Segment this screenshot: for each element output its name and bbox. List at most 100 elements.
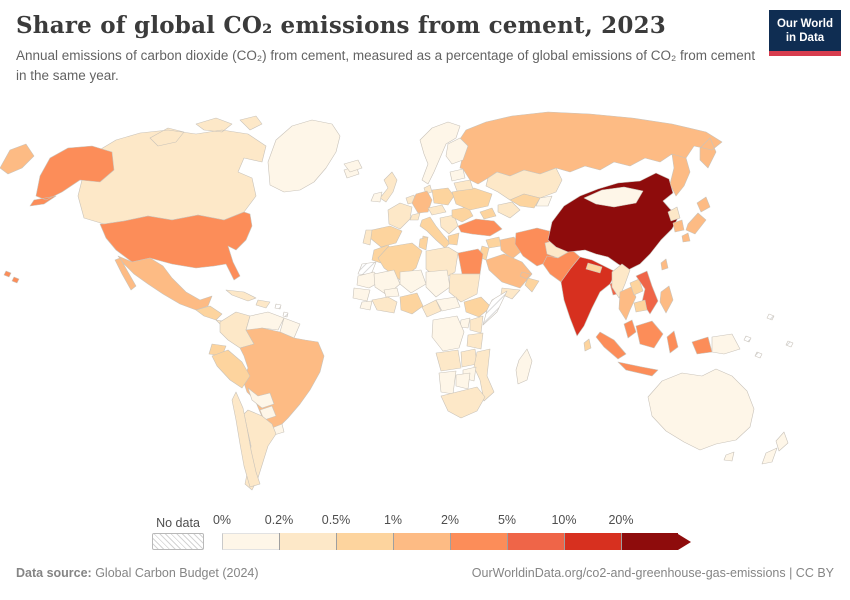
country-peru[interactable] — [211, 349, 251, 389]
country-west-africa[interactable] — [352, 287, 373, 311]
country-united-kingdom[interactable] — [379, 171, 398, 203]
country-egypt[interactable] — [457, 248, 484, 275]
country-finland[interactable] — [445, 137, 469, 165]
country-indonesia[interactable] — [595, 320, 713, 377]
country-mexico[interactable] — [114, 255, 213, 311]
country-switzerland[interactable] — [409, 212, 421, 221]
country-canada[interactable] — [77, 115, 267, 225]
country-saudi-arabia[interactable] — [485, 253, 533, 289]
country-cambodia[interactable] — [633, 299, 648, 313]
country-venezuela[interactable] — [245, 311, 285, 331]
country-namibia[interactable] — [438, 370, 457, 395]
country-chad[interactable] — [425, 269, 451, 298]
country-balkans[interactable] — [439, 214, 459, 235]
legend-bin-0-0.2%[interactable] — [222, 533, 279, 550]
country-sri-lanka[interactable] — [583, 338, 592, 352]
country-india[interactable] — [560, 256, 617, 337]
country-central-african-republic[interactable] — [435, 296, 461, 312]
country-papua-new-guinea[interactable] — [711, 333, 741, 355]
country-ethiopia[interactable] — [463, 296, 492, 318]
legend-bin-1-2%[interactable] — [393, 533, 450, 550]
country-philippines[interactable] — [659, 285, 674, 314]
country-madagascar[interactable] — [515, 348, 533, 385]
country-baltic-states[interactable] — [449, 168, 466, 182]
country-tunisia[interactable] — [418, 236, 429, 251]
legend-tick-20%: 20% — [608, 513, 634, 527]
country-sudan[interactable] — [448, 273, 481, 303]
country-yemen[interactable] — [500, 287, 521, 300]
country-france[interactable] — [387, 202, 413, 230]
country-tanzania[interactable] — [466, 332, 484, 350]
country-north-korea[interactable] — [667, 206, 681, 222]
country-united-states[interactable] — [3, 145, 253, 284]
legend-bin-2-5%[interactable] — [450, 533, 507, 550]
legend-bin-0.5-1%[interactable] — [336, 533, 393, 550]
country-poland[interactable] — [431, 187, 455, 206]
country-turkmenistan[interactable] — [497, 201, 521, 219]
country-bolivia[interactable] — [247, 387, 275, 409]
country-ireland[interactable] — [370, 191, 383, 203]
country-australia[interactable] — [647, 368, 755, 462]
country-taiwan[interactable] — [660, 258, 669, 271]
country-uae[interactable] — [519, 271, 531, 280]
country-burkina-faso[interactable] — [383, 287, 400, 298]
country-vietnam[interactable] — [635, 270, 659, 315]
country-ghana-ivory-coast[interactable] — [371, 296, 398, 314]
country-greece[interactable] — [447, 232, 460, 246]
country-austria-czechia[interactable] — [427, 204, 447, 216]
owid-logo[interactable]: Our World in Data — [769, 10, 841, 56]
country-pacific-islands[interactable] — [743, 313, 794, 359]
legend-no-data-swatch[interactable] — [152, 533, 204, 550]
country-new-zealand[interactable] — [761, 431, 789, 465]
footer-link[interactable]: OurWorldinData.org/co2-and-greenhouse-ga… — [471, 566, 834, 580]
country-guatemala[interactable] — [195, 305, 223, 321]
country-myanmar[interactable] — [611, 263, 631, 299]
country-japan[interactable] — [681, 196, 711, 243]
data-source-value: Global Carbon Budget (2024) — [91, 566, 259, 580]
country-portugal[interactable] — [362, 229, 373, 246]
country-dr-congo[interactable] — [431, 315, 465, 352]
country-iceland[interactable] — [343, 159, 363, 173]
chart-header: Share of global CO₂ emissions from cemen… — [16, 12, 758, 85]
country-greenland[interactable] — [267, 119, 360, 193]
country-malaysia[interactable] — [623, 319, 637, 339]
legend-bin-10-20%[interactable] — [564, 533, 621, 550]
country-kenya[interactable] — [469, 315, 484, 334]
country-caucasus[interactable] — [479, 207, 497, 220]
country-somalia[interactable] — [482, 290, 508, 326]
country-niger[interactable] — [399, 269, 427, 294]
country-caribbean[interactable] — [274, 303, 289, 318]
country-nigeria[interactable] — [399, 292, 424, 315]
country-south-africa[interactable] — [440, 386, 486, 419]
country-ukraine[interactable] — [451, 187, 493, 211]
country-oman[interactable] — [524, 277, 540, 293]
country-norway-sweden[interactable] — [419, 121, 461, 185]
legend-bin-0.2-0.5%[interactable] — [279, 533, 336, 550]
map-legend: No data 0% 0.2% 0.5% 1% 2% 5% 10% 20% — [152, 513, 691, 550]
country-botswana[interactable] — [455, 372, 471, 390]
legend-bin-20%+[interactable] — [621, 533, 678, 550]
country-laos[interactable] — [629, 278, 644, 296]
country-cuba[interactable] — [225, 289, 257, 302]
country-chile[interactable] — [231, 391, 261, 488]
country-kyrgyzstan[interactable] — [535, 195, 553, 207]
country-thailand[interactable] — [618, 286, 637, 321]
country-angola[interactable] — [435, 349, 462, 372]
country-belarus[interactable] — [453, 179, 474, 192]
legend-bins — [222, 533, 678, 550]
country-cameroon[interactable] — [421, 299, 442, 318]
country-turkey[interactable] — [457, 218, 503, 237]
legend-no-data[interactable]: No data — [152, 516, 204, 550]
country-nepal[interactable] — [585, 262, 603, 274]
country-uzbekistan[interactable] — [509, 193, 541, 209]
legend-bin-5-10%[interactable] — [507, 533, 564, 550]
country-south-korea[interactable] — [672, 219, 685, 233]
country-syria[interactable] — [485, 236, 502, 249]
country-russia[interactable] — [0, 111, 723, 197]
chart-footer: Data source: Global Carbon Budget (2024)… — [0, 566, 850, 580]
country-spain[interactable] — [369, 225, 403, 248]
country-kazakhstan[interactable] — [485, 167, 563, 201]
country-germany[interactable] — [411, 190, 433, 214]
country-hispaniola[interactable] — [255, 299, 271, 309]
country-mongolia[interactable] — [583, 186, 644, 208]
